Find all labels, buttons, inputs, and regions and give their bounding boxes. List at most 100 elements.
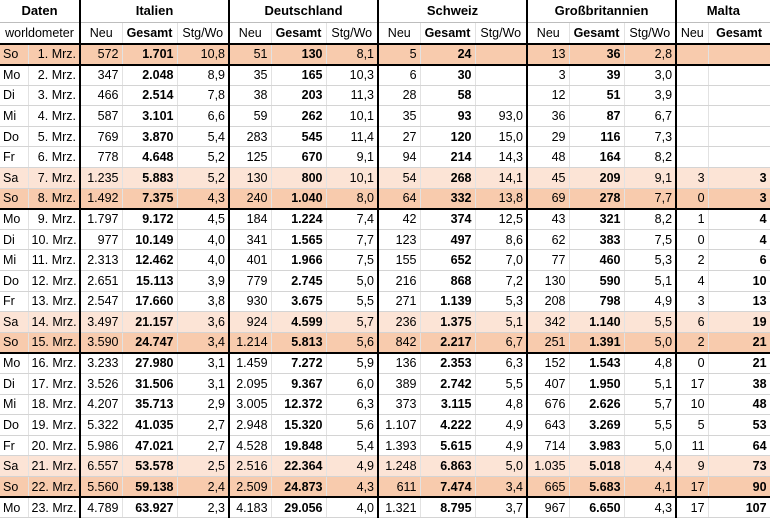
gesamt-cell: 5.018 xyxy=(569,455,625,477)
stg-cell: 7,4 xyxy=(326,207,380,230)
neu-cell: 0 xyxy=(676,188,709,210)
neu-cell: 587 xyxy=(80,105,123,127)
neu-cell: 11 xyxy=(676,435,709,457)
table-row: Mo 16. Mrz. 3.233 27.980 3,1 1.459 7.272 5,9 136… xyxy=(0,351,770,374)
date-cell: 21. Mrz. xyxy=(28,455,81,477)
stg-cell: 3,4 xyxy=(475,476,529,498)
gesamt-cell: 278 xyxy=(569,188,625,210)
neu-cell: 6 xyxy=(676,311,709,333)
table-body: So 1. Mrz. 572 1.701 10,8 51 130 8,1 5 24 13 36 2,8 M… xyxy=(0,44,770,518)
gesamt-cell: 3.269 xyxy=(569,414,625,436)
neu-cell: 3.497 xyxy=(80,311,123,333)
weekday-cell: So xyxy=(0,476,29,498)
neu-cell: 4.789 xyxy=(80,496,123,518)
table-row: Sa 14. Mrz. 3.497 21.157 3,6 924 4.599 5,7 236 1.… xyxy=(0,311,770,333)
gesamt-cell: 7.375 xyxy=(122,188,178,210)
date-cell: 8. Mrz. xyxy=(28,188,81,210)
stg-cell: 5,6 xyxy=(326,332,380,354)
gesamt-cell: 2.514 xyxy=(122,85,178,107)
gesamt-cell: 5.615 xyxy=(420,435,476,457)
stg-cell: 3,4 xyxy=(177,332,231,354)
gesamt-cell: 21.157 xyxy=(122,311,178,333)
stg-cell: 2,5 xyxy=(177,455,231,477)
stg-cell: 93,0 xyxy=(475,105,529,127)
gesamt-cell: 36 xyxy=(569,44,625,66)
neu-cell: 69 xyxy=(527,188,570,210)
stg-cell: 5,0 xyxy=(326,270,380,292)
gesamt-cell: 30 xyxy=(420,63,476,86)
gesamt-cell: 209 xyxy=(569,167,625,189)
date-cell: 5. Mrz. xyxy=(28,126,81,148)
col-gesamt: Gesamt xyxy=(420,22,476,45)
gesamt-cell: 3.675 xyxy=(271,291,327,313)
stg-cell: 5,5 xyxy=(475,373,529,395)
gesamt-cell: 6.863 xyxy=(420,455,476,477)
table-row: So 8. Mrz. 1.492 7.375 4,3 240 1.040 8,0 64 332 13… xyxy=(0,188,770,210)
stg-cell: 7,7 xyxy=(624,188,678,210)
neu-cell: 35 xyxy=(378,105,421,127)
gesamt-cell: 29.056 xyxy=(271,496,327,518)
neu-cell: 130 xyxy=(527,270,570,292)
stg-cell: 6,0 xyxy=(326,373,380,395)
table-row: Mi 18. Mrz. 4.207 35.713 2,9 3.005 12.372 6,3 37… xyxy=(0,394,770,416)
stg-cell: 9,1 xyxy=(624,167,678,189)
stg-cell: 4,0 xyxy=(177,229,231,251)
neu-cell: 1.459 xyxy=(229,351,272,374)
table-row: Di 17. Mrz. 3.526 31.506 3,1 2.095 9.367 6,0 389… xyxy=(0,373,770,395)
gesamt-cell: 4.599 xyxy=(271,311,327,333)
weekday-cell: Sa xyxy=(0,167,29,189)
stg-cell: 7,8 xyxy=(177,85,231,107)
table-row: Do 12. Mrz. 2.651 15.113 3,9 779 2.745 5,0 216 86… xyxy=(0,270,770,292)
weekday-cell: Fr xyxy=(0,435,29,457)
gesamt-cell xyxy=(708,105,770,127)
stg-cell: 2,7 xyxy=(177,414,231,436)
gesamt-cell: 9.172 xyxy=(122,207,178,230)
weekday-cell: Sa xyxy=(0,311,29,333)
stg-cell: 3,1 xyxy=(177,373,231,395)
neu-cell: 36 xyxy=(527,105,570,127)
stg-cell: 3,6 xyxy=(177,311,231,333)
gesamt-cell: 5.813 xyxy=(271,332,327,354)
col-gesamt: Gesamt xyxy=(122,22,178,45)
neu-cell: 27 xyxy=(378,126,421,148)
gesamt-cell xyxy=(708,63,770,86)
neu-cell: 3 xyxy=(676,291,709,313)
stg-cell: 8,2 xyxy=(624,207,678,230)
stg-cell: 5,0 xyxy=(475,455,529,477)
gesamt-cell: 48 xyxy=(708,394,770,416)
gesamt-cell: 2.626 xyxy=(569,394,625,416)
stg-cell: 3,1 xyxy=(177,351,231,374)
neu-cell: 64 xyxy=(378,188,421,210)
neu-cell: 136 xyxy=(378,351,421,374)
neu-cell: 184 xyxy=(229,207,272,230)
gesamt-cell: 1.224 xyxy=(271,207,327,230)
gesamt-cell: 27.980 xyxy=(122,351,178,374)
gesamt-cell: 64 xyxy=(708,435,770,457)
neu-cell: 43 xyxy=(527,207,570,230)
neu-cell: 4 xyxy=(676,270,709,292)
stg-cell: 5,1 xyxy=(624,373,678,395)
stg-cell: 3,7 xyxy=(475,496,529,518)
country-header-malta: Malta xyxy=(676,0,770,23)
stg-cell: 4,3 xyxy=(624,496,678,518)
neu-cell: 924 xyxy=(229,311,272,333)
stg-cell: 11,3 xyxy=(326,85,380,107)
stg-cell: 5,0 xyxy=(624,332,678,354)
gesamt-cell: 652 xyxy=(420,249,476,272)
neu-cell: 466 xyxy=(80,85,123,107)
stg-cell: 5,4 xyxy=(177,126,231,148)
neu-cell: 28 xyxy=(378,85,421,107)
col-stg: Stg/Wo xyxy=(177,22,231,45)
gesamt-cell: 3.101 xyxy=(122,105,178,127)
neu-cell: 38 xyxy=(229,85,272,107)
gesamt-cell: 3 xyxy=(708,167,770,189)
neu-cell: 12 xyxy=(527,85,570,107)
stg-cell: 8,6 xyxy=(475,229,529,251)
gesamt-cell: 164 xyxy=(569,146,625,169)
neu-cell: 643 xyxy=(527,414,570,436)
neu-cell: 216 xyxy=(378,270,421,292)
weekday-cell: Mo xyxy=(0,351,29,374)
gesamt-cell: 800 xyxy=(271,167,327,189)
date-cell: 22. Mrz. xyxy=(28,476,81,498)
weekday-cell: Di xyxy=(0,373,29,395)
